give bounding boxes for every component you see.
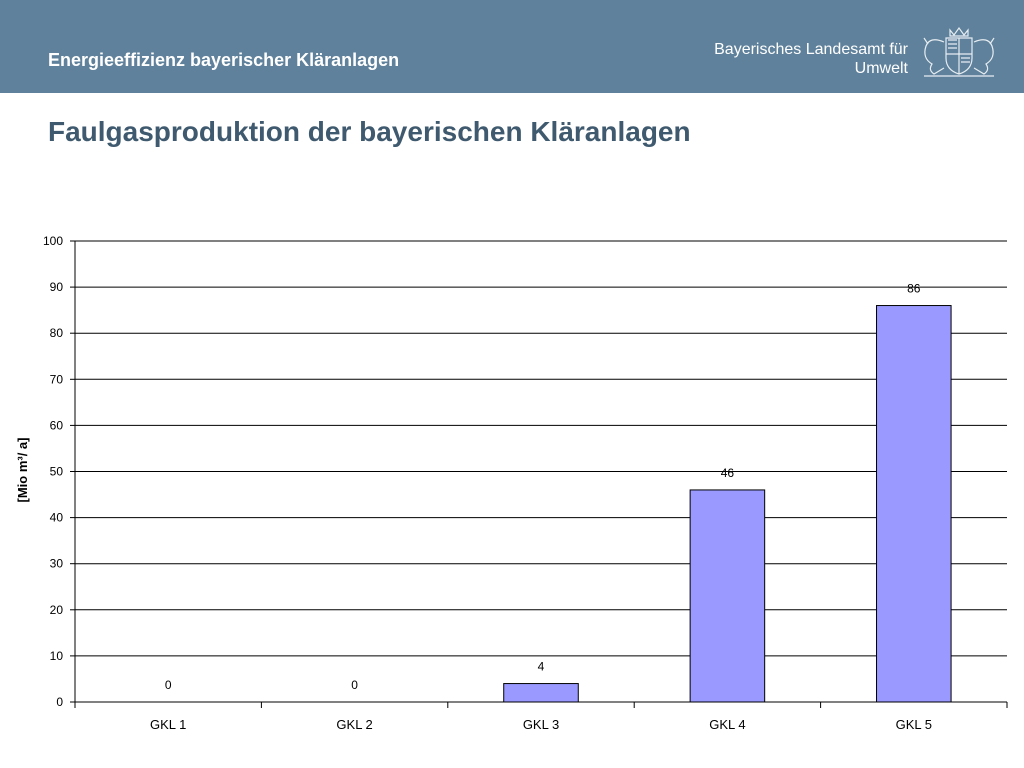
y-axis-label: [Mio m³/ a]: [15, 438, 30, 503]
y-tick-label: 80: [50, 326, 64, 340]
bar-chart: 0 0 4 46 86 0 10 20 30 40 50 60 70 80 90 100 GKL 1 GKL 2…: [15, 234, 1008, 732]
y-tick-label: 0: [56, 695, 63, 709]
data-label: 86: [907, 282, 921, 296]
x-tick-label: GKL 1: [150, 717, 186, 732]
y-tick-label: 20: [50, 603, 64, 617]
bavarian-coat-of-arms-icon: [923, 26, 995, 77]
y-tick-label: 90: [50, 280, 64, 294]
header-title: Energieeffizienz bayerischer Kläranlagen: [48, 50, 400, 70]
y-tick-label: 40: [50, 511, 64, 525]
bars: [503, 305, 952, 703]
y-tick-label: 50: [50, 465, 64, 479]
y-tick-label: 70: [50, 372, 64, 386]
grid-lines: [75, 240, 1007, 657]
y-tick-label: 60: [50, 418, 64, 432]
slide-title: Faulgasproduktion der bayerischen Kläran…: [48, 116, 691, 147]
y-tick-label: 30: [50, 557, 64, 571]
x-tick-label: GKL 5: [896, 717, 932, 732]
agency-name: Bayerisches Landesamt für Umwelt: [714, 40, 908, 78]
y-tick-label: 100: [43, 234, 63, 248]
data-labels: 0 0 4 46 86: [165, 282, 921, 692]
bar-gkl-3: [503, 683, 579, 703]
data-label: 4: [538, 660, 545, 674]
agency-name-line1: Bayerisches Landesamt für: [714, 41, 908, 58]
data-label: 0: [351, 678, 358, 692]
x-tick-label: GKL 2: [336, 717, 372, 732]
y-tick-label: 10: [50, 649, 64, 663]
bar-gkl-5: [876, 305, 952, 703]
bar-gkl-4: [689, 489, 766, 703]
x-tick-label: GKL 3: [523, 717, 559, 732]
header-bar: [0, 0, 1024, 93]
x-tick-label: GKL 4: [709, 717, 745, 732]
data-label: 0: [165, 678, 172, 692]
data-label: 46: [721, 466, 735, 480]
agency-name-line2: Umwelt: [854, 60, 908, 77]
